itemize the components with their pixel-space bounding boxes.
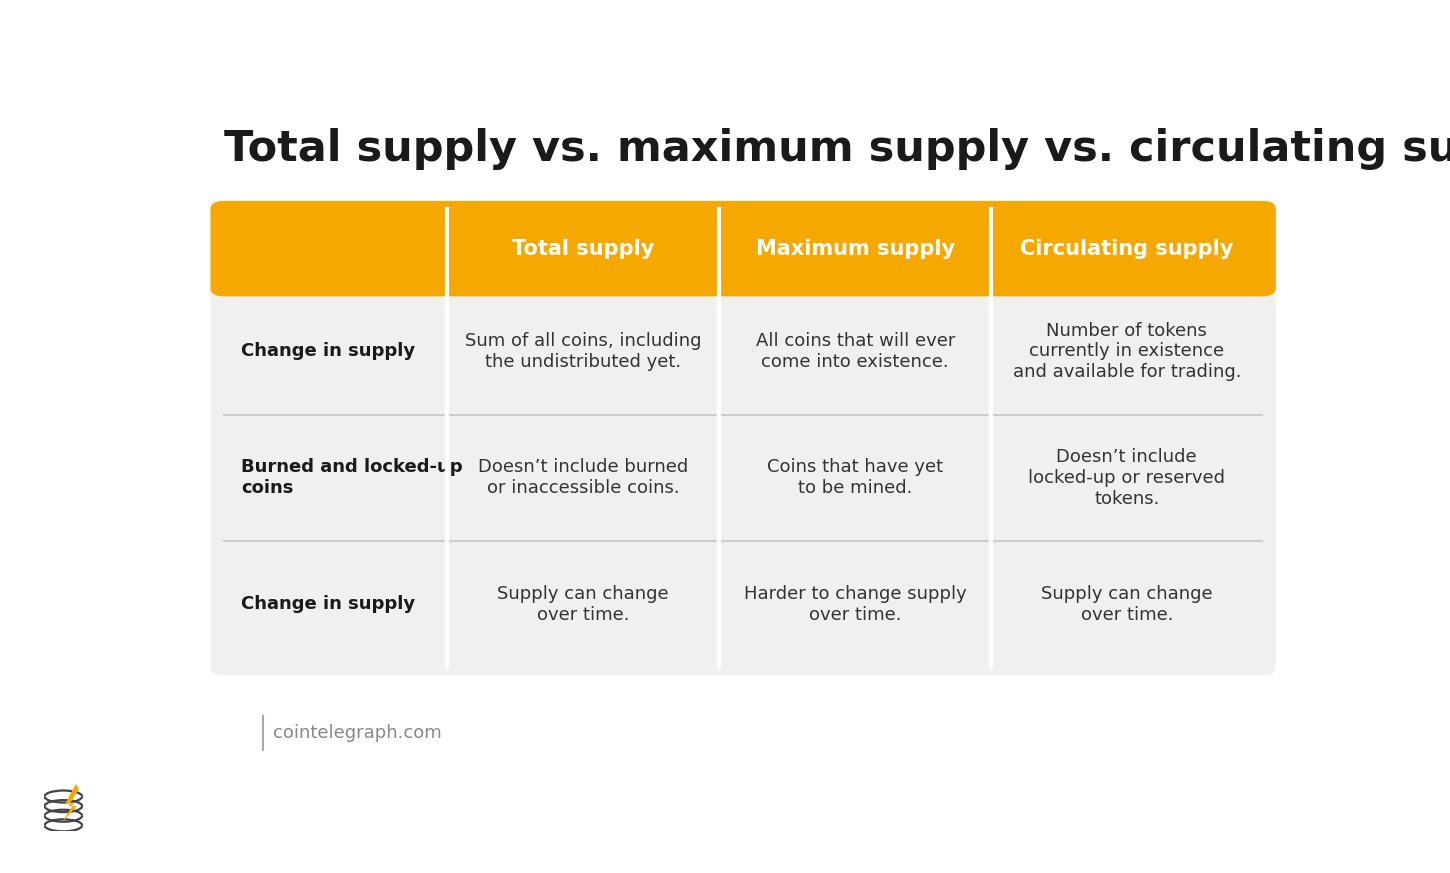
Text: Doesn’t include
locked-up or reserved
tokens.: Doesn’t include locked-up or reserved to…: [1028, 448, 1225, 507]
Text: Total supply: Total supply: [512, 238, 654, 258]
Text: Coins that have yet
to be mined.: Coins that have yet to be mined.: [767, 458, 944, 498]
Text: Doesn’t include burned
or inaccessible coins.: Doesn’t include burned or inaccessible c…: [478, 458, 689, 498]
Bar: [223, 285, 1263, 288]
Text: Circulating supply: Circulating supply: [1021, 238, 1234, 258]
Text: Maximum supply: Maximum supply: [755, 238, 956, 258]
Text: Burned and locked-up
coins: Burned and locked-up coins: [241, 458, 463, 498]
Text: Supply can change
over time.: Supply can change over time.: [497, 585, 668, 623]
Text: cointelegraph.com: cointelegraph.com: [274, 725, 442, 742]
Text: Number of tokens
currently in existence
and available for trading.: Number of tokens currently in existence …: [1012, 321, 1241, 382]
Text: Supply can change
over time.: Supply can change over time.: [1041, 585, 1212, 623]
Text: Change in supply: Change in supply: [241, 595, 415, 613]
Text: All coins that will ever
come into existence.: All coins that will ever come into exist…: [755, 332, 956, 371]
Text: Sum of all coins, including
the undistributed yet.: Sum of all coins, including the undistri…: [465, 332, 702, 371]
FancyBboxPatch shape: [210, 201, 1276, 296]
FancyBboxPatch shape: [210, 201, 1276, 676]
Polygon shape: [62, 784, 78, 822]
Text: Harder to change supply
over time.: Harder to change supply over time.: [744, 585, 967, 623]
Text: Total supply vs. maximum supply vs. circulating supply: Total supply vs. maximum supply vs. circ…: [223, 128, 1450, 170]
Text: Change in supply: Change in supply: [241, 342, 415, 361]
